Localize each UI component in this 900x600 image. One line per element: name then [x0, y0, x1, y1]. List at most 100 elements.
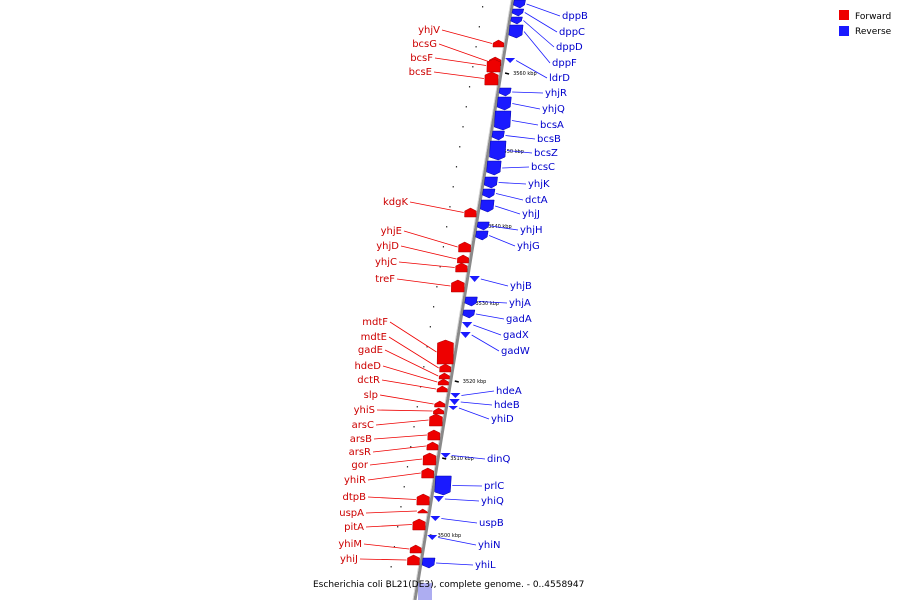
- reverse-gene-arrow: [510, 16, 523, 25]
- reverse-gene-arrow: [475, 230, 489, 241]
- forward-gene-label: slp: [364, 390, 378, 401]
- reverse-gene-arrow: [483, 176, 498, 189]
- forward-gene-label: bcsE: [409, 67, 432, 78]
- forward-gene-leader: [372, 445, 426, 453]
- axis-tick: [439, 266, 441, 268]
- forward-gene-leader: [367, 472, 421, 481]
- forward-gene-arrow: [439, 363, 452, 373]
- forward-gene-label: yhiS: [354, 405, 375, 416]
- axis-ticks: [387, 6, 484, 588]
- reverse-gene-arrow: [448, 406, 458, 410]
- reverse-gene-arrow: [496, 96, 512, 111]
- forward-track: yhjV bcsG bcsF bcsE kdgK yhjE yhjD yhjC treF mdtF…: [338, 25, 505, 566]
- forward-gene-leader: [398, 261, 455, 268]
- axis-tick: [449, 206, 451, 208]
- forward-gene-label: arsC: [352, 420, 374, 431]
- reverse-gene-label: yhjR: [545, 88, 567, 99]
- axis-tick: [462, 126, 464, 128]
- reverse-gene-leader: [480, 278, 509, 287]
- axis-tick: [397, 526, 399, 528]
- axis-tick: [478, 26, 480, 28]
- reverse-gene-arrow: [498, 87, 512, 97]
- reverse-gene-label: gadW: [501, 346, 530, 357]
- reverse-gene-label: yhiL: [475, 560, 496, 571]
- reverse-gene-label: dctA: [525, 195, 548, 206]
- reverse-gene-leader: [506, 150, 533, 154]
- axis-tick: [410, 446, 412, 448]
- reverse-gene-arrow: [480, 199, 495, 213]
- forward-gene-label: dtpB: [343, 492, 367, 503]
- forward-gene-label: hdeD: [354, 361, 381, 372]
- reverse-gene-leader: [478, 301, 508, 304]
- reverse-gene-leader: [444, 498, 480, 502]
- kbp-tick: [454, 380, 459, 383]
- axis-tick: [426, 346, 428, 348]
- axis-tick: [423, 366, 425, 368]
- forward-gene-label: yhiM: [338, 539, 362, 550]
- forward-gene-leader: [434, 57, 487, 66]
- reverse-gene-arrow: [433, 496, 444, 502]
- reverse-gene-arrow: [513, 0, 526, 9]
- reverse-gene-label: yhiQ: [481, 496, 504, 507]
- forward-gene-label: bcsF: [410, 53, 433, 64]
- reverse-gene-leader: [490, 225, 519, 231]
- axis-tick: [455, 166, 458, 168]
- reverse-gene-arrow: [469, 276, 480, 282]
- reverse-gene-leader: [473, 324, 502, 336]
- forward-gene-label: gadE: [358, 345, 383, 356]
- forward-gene-leader: [389, 321, 437, 353]
- forward-gene-arrow: [436, 385, 448, 393]
- forward-gene-arrow: [458, 241, 471, 253]
- forward-gene-arrow: [416, 493, 430, 506]
- forward-gene-leader: [396, 278, 451, 287]
- axis-tick: [403, 486, 405, 488]
- reverse-gene-label: bcsA: [540, 120, 564, 131]
- genome-caption: Escherichia coli BL21(DE3), complete gen…: [313, 580, 584, 590]
- forward-gene-leader: [365, 510, 417, 514]
- forward-gene-leader: [388, 336, 439, 369]
- forward-gene-arrow: [457, 254, 469, 264]
- forward-gene-label: kdgK: [383, 197, 408, 208]
- reverse-gene-label: dppC: [559, 27, 585, 38]
- genome-axis: [413, 0, 515, 600]
- reverse-gene-arrow: [440, 453, 451, 458]
- reverse-gene-leader: [460, 401, 493, 406]
- forward-gene-leader: [381, 379, 437, 390]
- reverse-gene-arrow: [430, 516, 441, 521]
- forward-gene-arrow: [407, 554, 420, 566]
- axis-tick: [393, 546, 396, 548]
- axis-tick: [446, 226, 448, 228]
- reverse-gene-leader: [471, 334, 500, 352]
- forward-gene-leader: [375, 419, 429, 426]
- forward-gene-leader: [363, 543, 410, 550]
- reverse-gene-label: yhiD: [491, 414, 514, 425]
- kbp-label: 3560 kbp: [513, 71, 537, 77]
- reverse-gene-arrow: [462, 309, 476, 319]
- reverse-gene-label: yhjG: [517, 241, 540, 252]
- axis-tick: [429, 326, 431, 328]
- reverse-gene-arrow: [421, 557, 436, 569]
- kbp-label: 3520 kbp: [463, 379, 487, 385]
- legend-reverse-swatch: [839, 26, 849, 36]
- axis-tick: [436, 286, 438, 288]
- forward-gene-leader: [384, 349, 439, 377]
- reverse-gene-leader: [512, 91, 544, 94]
- axis-tick: [465, 106, 467, 108]
- reverse-gene-leader: [451, 455, 486, 460]
- reverse-gene-label: bcsC: [531, 162, 555, 173]
- forward-gene-label: treF: [375, 274, 395, 285]
- reverse-gene-label: dinQ: [487, 454, 510, 465]
- forward-gene-arrow: [433, 407, 445, 415]
- forward-gene-leader: [359, 558, 407, 561]
- reverse-gene-leader: [498, 182, 527, 185]
- forward-gene-leader: [373, 434, 427, 440]
- axis-tick: [390, 566, 392, 568]
- reverse-gene-arrow: [482, 188, 496, 199]
- reverse-gene-leader: [436, 562, 474, 566]
- legend-forward-label: Forward: [855, 12, 891, 22]
- reverse-gene-leader: [511, 120, 539, 126]
- reverse-gene-arrow: [505, 58, 516, 63]
- forward-gene-arrow: [455, 262, 468, 273]
- reverse-gene-partial: [418, 583, 432, 600]
